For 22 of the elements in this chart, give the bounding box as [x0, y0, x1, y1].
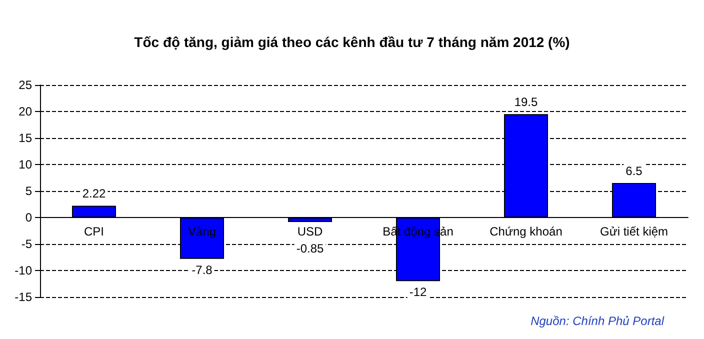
x-tick-label: Chứng khoán: [490, 224, 562, 238]
y-tick-label: 5: [25, 184, 32, 198]
data-label: 6.5: [626, 164, 643, 178]
text: Nguồn: Chính Phủ Portal: [530, 314, 664, 328]
data-label: 2.22: [82, 186, 106, 201]
y-tick-label: -10: [14, 264, 32, 278]
x-tick-label: Vàng: [188, 224, 216, 238]
y-tick-label: -15: [14, 290, 32, 304]
data-label: -12: [409, 285, 427, 300]
data-label: -7.8: [192, 262, 213, 277]
y-tick-label: 10: [18, 158, 32, 172]
x-tick-label: Gửi tiết kiệm: [600, 224, 668, 238]
y-tick-label: 20: [18, 104, 32, 118]
chart-title: Tốc độ tăng, giảm giá theo các kênh đầu tư 7 tháng năm 2012 (%): [134, 34, 570, 50]
y-tick-label: 25: [18, 78, 32, 92]
data-label: 19.5: [514, 95, 538, 110]
x-tick-label: USD: [297, 224, 323, 238]
x-tick-label: CPI: [84, 224, 104, 238]
y-tick-label: -5: [21, 237, 32, 251]
data-label: -0.85: [296, 242, 324, 256]
y-tick-label: 15: [18, 131, 32, 145]
y-tick-label: 0: [25, 210, 32, 224]
